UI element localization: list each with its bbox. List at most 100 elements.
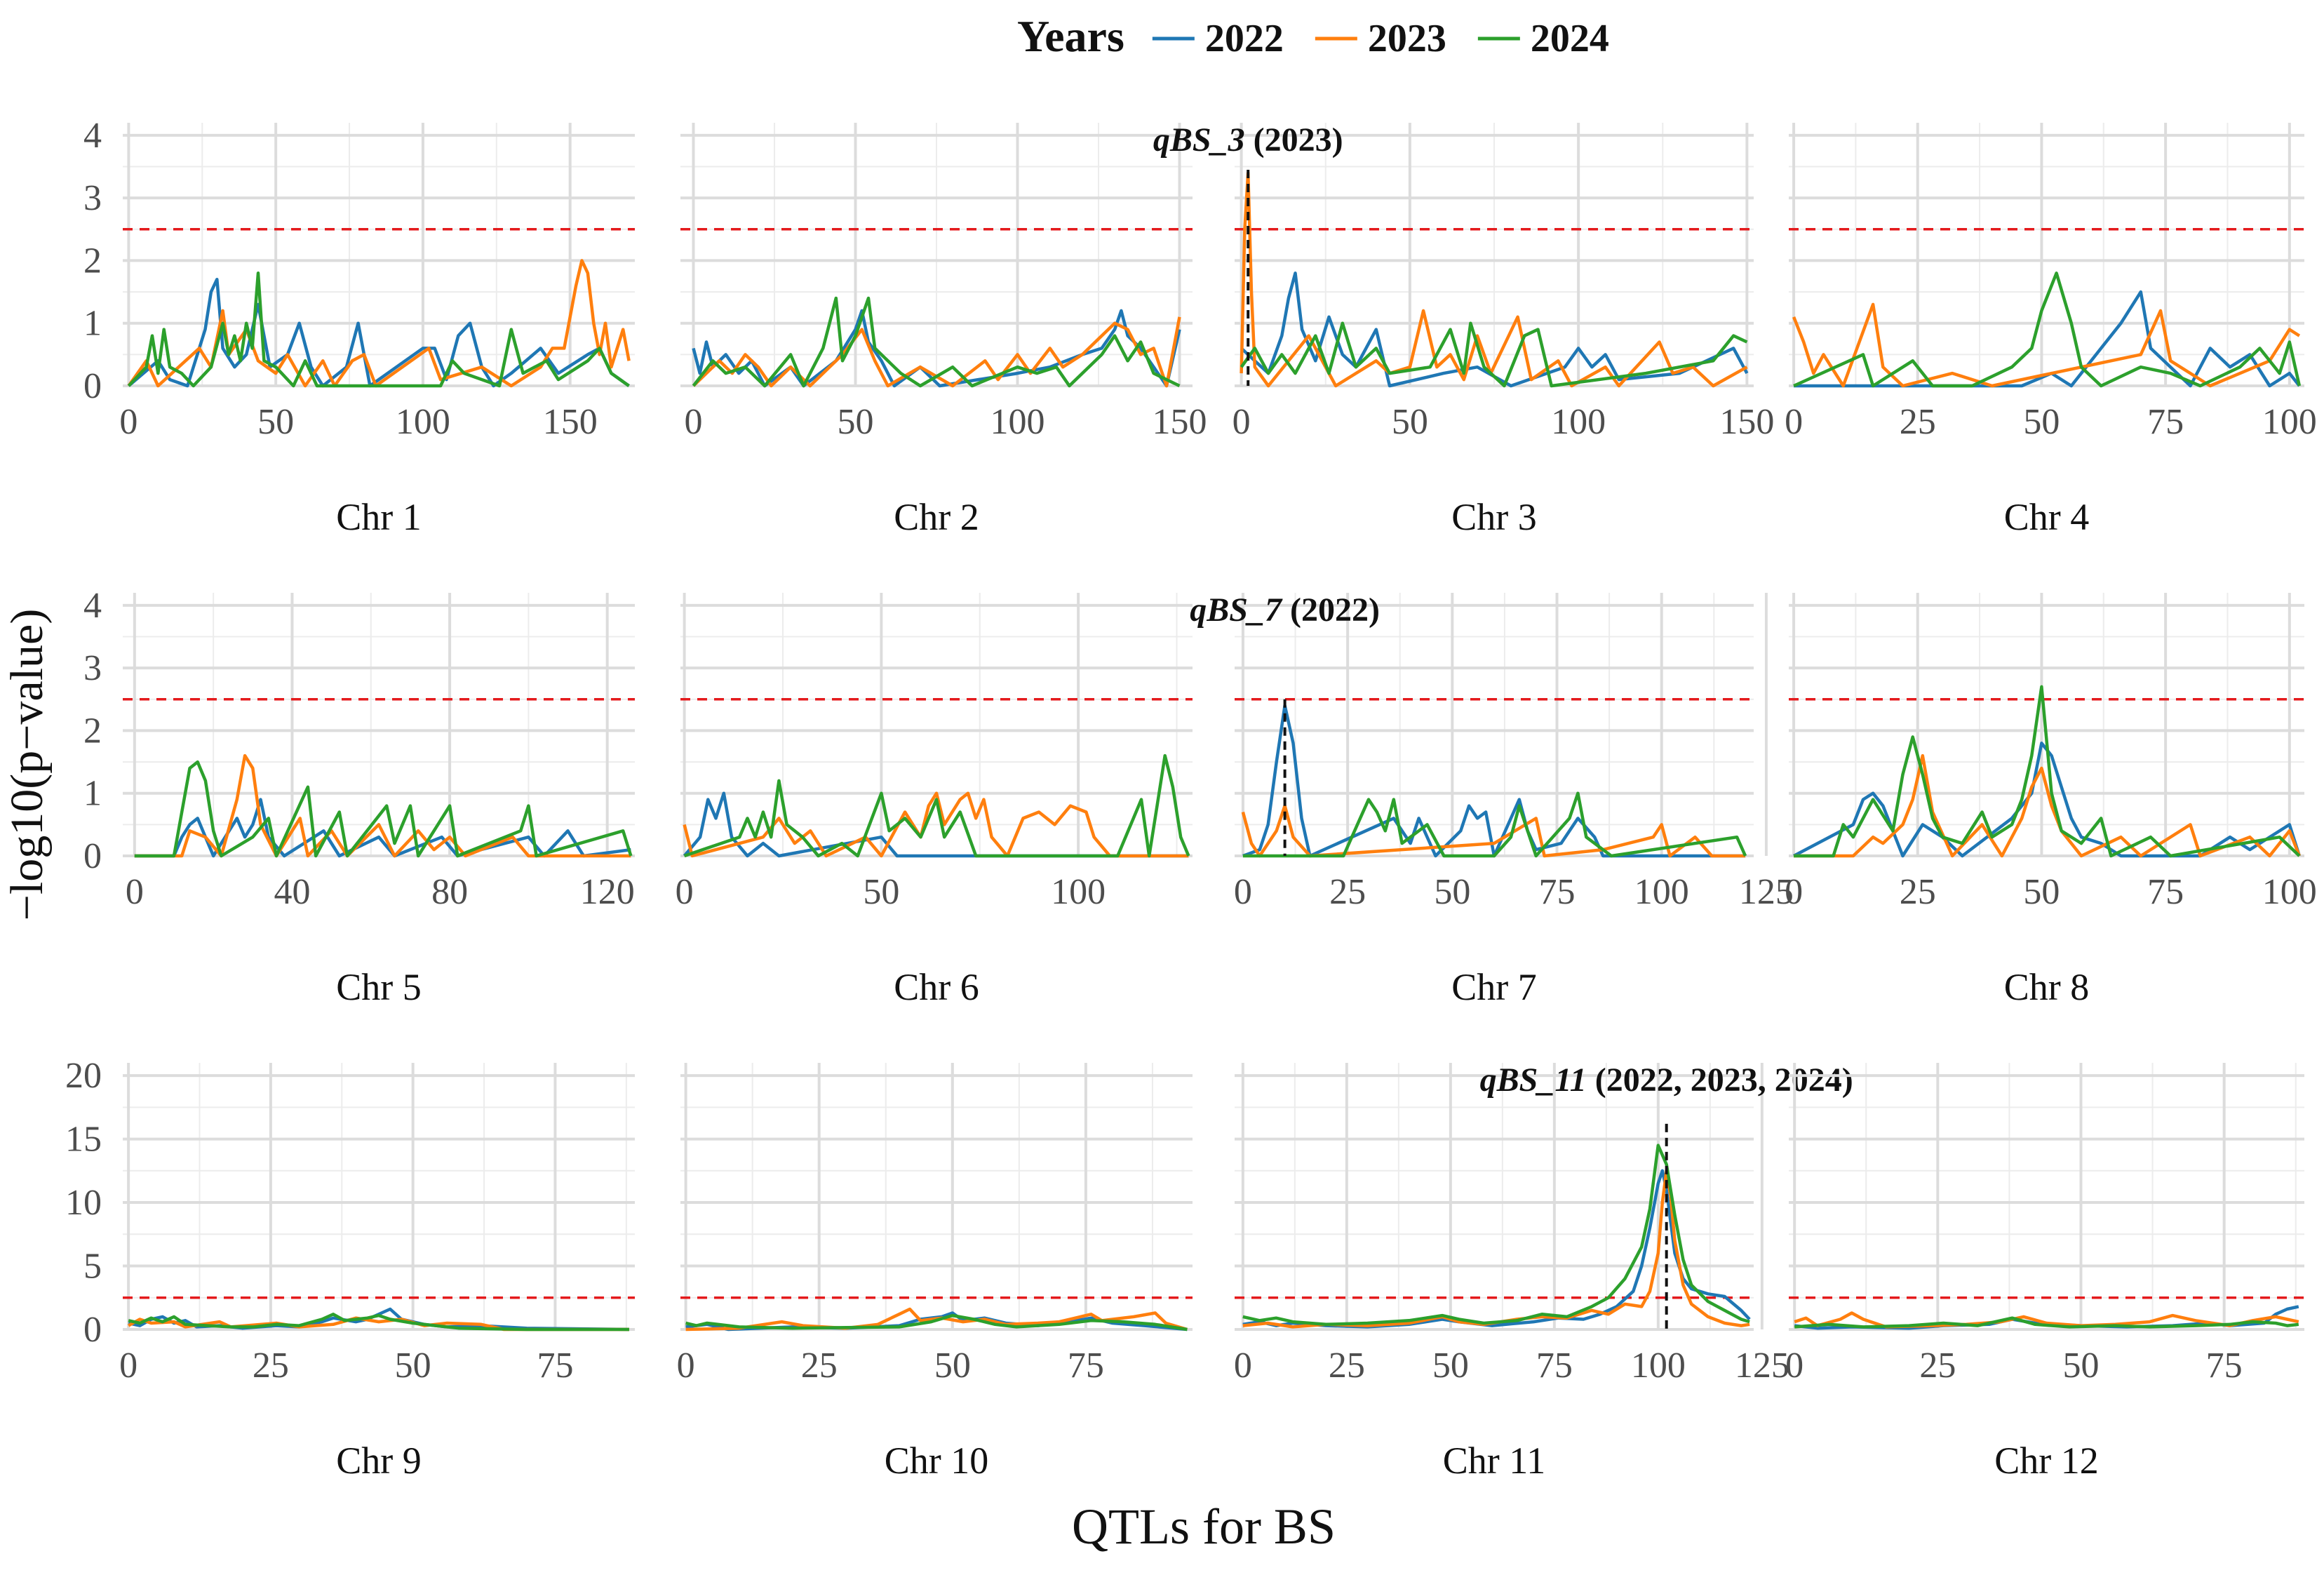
series-line-2024 xyxy=(1242,791,1747,858)
series-line-2023 xyxy=(1241,804,1746,858)
series-line-2023 xyxy=(127,1316,629,1332)
panel-chr-7: 0 25 50 75 100 125 qBS_7 (2022) Chr 7 xyxy=(1190,591,1794,1008)
y-tick-label: 4 xyxy=(83,586,102,626)
qtl-label: qBS_3 (2023) xyxy=(1153,121,1343,159)
x-tick-label: 0 xyxy=(1234,872,1252,912)
x-tick-label: 50 xyxy=(1392,402,1428,442)
panel-label: Chr 3 xyxy=(1451,496,1537,538)
x-tick-label: 50 xyxy=(837,402,873,442)
y-tick-label: 3 xyxy=(83,178,102,218)
qtl-name: qBS_7 xyxy=(1190,591,1283,629)
x-tick-label: 100 xyxy=(1551,402,1606,442)
x-tick-label: 0 xyxy=(1232,402,1251,442)
x-tick-label: 150 xyxy=(1153,402,1207,442)
legend-title: Years xyxy=(1017,11,1124,61)
y-tick-label: 0 xyxy=(83,1310,102,1350)
series-line-2023 xyxy=(1794,753,2301,858)
series-line-2024 xyxy=(683,753,1190,858)
series-line-2022 xyxy=(134,798,631,858)
x-tick-label: 125 xyxy=(1739,872,1794,912)
series-line-2024 xyxy=(1793,272,2302,388)
y-tick-label: 4 xyxy=(83,116,102,156)
x-tick-label: 0 xyxy=(119,402,137,442)
y-tick-label: 3 xyxy=(83,648,102,688)
x-tick-label: 0 xyxy=(1785,402,1803,442)
series-line-2023 xyxy=(1240,171,1748,388)
panel-chr-2: 0 50 100 150 Chr 2 xyxy=(680,123,1207,538)
series-line-2024 xyxy=(1240,321,1748,388)
x-tick-label: 25 xyxy=(253,1346,289,1386)
series-line-2024 xyxy=(1242,1144,1750,1327)
y-tick-label: 1 xyxy=(83,774,102,814)
x-tick-label: 100 xyxy=(1631,1346,1686,1386)
x-tick-label: 50 xyxy=(395,1346,431,1386)
series-line-2022 xyxy=(1242,1169,1751,1329)
qtl-name: qBS_11 xyxy=(1480,1061,1587,1099)
y-tick-label: 1 xyxy=(83,304,102,344)
x-tick-label: 100 xyxy=(2262,402,2317,442)
series-line-2023 xyxy=(692,316,1181,388)
x-tick-label: 150 xyxy=(1719,402,1774,442)
panel-label: Chr 4 xyxy=(2004,496,2090,538)
qtl-name: qBS_3 xyxy=(1153,121,1245,159)
panel-label: Chr 7 xyxy=(1451,966,1537,1008)
y-tick-label: 20 xyxy=(65,1056,102,1096)
legend-items: 2022 2023 2024 xyxy=(1152,17,1609,60)
x-tick-label: 0 xyxy=(1785,1346,1804,1386)
x-tick-label: 0 xyxy=(126,872,144,912)
y-tick-label: 0 xyxy=(83,366,102,406)
legend-label-2023: 2023 xyxy=(1368,17,1446,60)
panel-label: Chr 6 xyxy=(894,966,979,1008)
x-tick-label: 0 xyxy=(119,1346,137,1386)
series-line-2024 xyxy=(127,272,630,388)
panel-chr-11: 0 25 50 75 100 125 qBS_11 (2022, 2023, 2024) Ch… xyxy=(1234,1061,1853,1482)
qtl-years: (2023) xyxy=(1245,121,1343,159)
y-tick-label: 10 xyxy=(65,1183,102,1223)
x-tick-label: 0 xyxy=(684,402,702,442)
x-tick-label: 75 xyxy=(2206,1346,2243,1386)
legend-label-2024: 2024 xyxy=(1531,17,1609,60)
x-tick-label: 100 xyxy=(1634,872,1689,912)
panel-label: Chr 12 xyxy=(1994,1440,2099,1482)
series-line-2022 xyxy=(692,309,1181,388)
series-line-2024 xyxy=(1794,1316,2299,1329)
x-tick-label: 50 xyxy=(1434,872,1470,912)
qtl-label: qBS_11 (2022, 2023, 2024) xyxy=(1480,1061,1853,1099)
y-tick-label: 5 xyxy=(83,1247,102,1287)
panel-label: Chr 1 xyxy=(336,496,422,538)
x-tick-label: 125 xyxy=(1735,1346,1789,1386)
panel-chr-6: 0 50 100 Chr 6 xyxy=(676,593,1193,1008)
x-tick-label: 100 xyxy=(1051,872,1106,912)
y-tick-label: 2 xyxy=(83,711,102,751)
x-tick-label: 50 xyxy=(1432,1346,1469,1386)
x-tick-label: 120 xyxy=(580,872,635,912)
y-tick-label: 2 xyxy=(83,241,102,281)
x-tick-label: 50 xyxy=(257,402,294,442)
y-axis-title: −log10(p−value) xyxy=(1,609,53,921)
qtl-years: (2022) xyxy=(1282,591,1380,629)
series-line-2023 xyxy=(1242,1169,1750,1329)
qtl-label: qBS_7 (2022) xyxy=(1190,591,1380,629)
x-tick-label: 0 xyxy=(677,1346,695,1386)
series-line-2022 xyxy=(683,791,1189,858)
x-tick-label: 75 xyxy=(1539,872,1576,912)
x-tick-label: 80 xyxy=(431,872,468,912)
x-tick-label: 0 xyxy=(1785,872,1803,912)
x-tick-label: 150 xyxy=(543,402,598,442)
series-line-2024 xyxy=(685,1313,1188,1332)
panel-label: Chr 9 xyxy=(336,1440,422,1482)
series-line-2022 xyxy=(1242,704,1746,858)
x-tick-label: 25 xyxy=(1900,402,1936,442)
x-tick-label: 50 xyxy=(2063,1346,2100,1386)
x-tick-label: 75 xyxy=(537,1346,573,1386)
panel-chr-12: 0 25 50 75 Chr 12 xyxy=(1785,1063,2304,1482)
x-tick-label: 50 xyxy=(934,1346,971,1386)
panel-label: Chr 10 xyxy=(885,1440,989,1482)
x-tick-label: 75 xyxy=(1068,1346,1104,1386)
series-line-2023 xyxy=(1792,302,2301,388)
legend-label-2022: 2022 xyxy=(1205,17,1284,60)
panel-chr-8: 0 25 50 75 100 Chr 8 xyxy=(1785,593,2317,1008)
x-tick-label: 100 xyxy=(2262,872,2317,912)
